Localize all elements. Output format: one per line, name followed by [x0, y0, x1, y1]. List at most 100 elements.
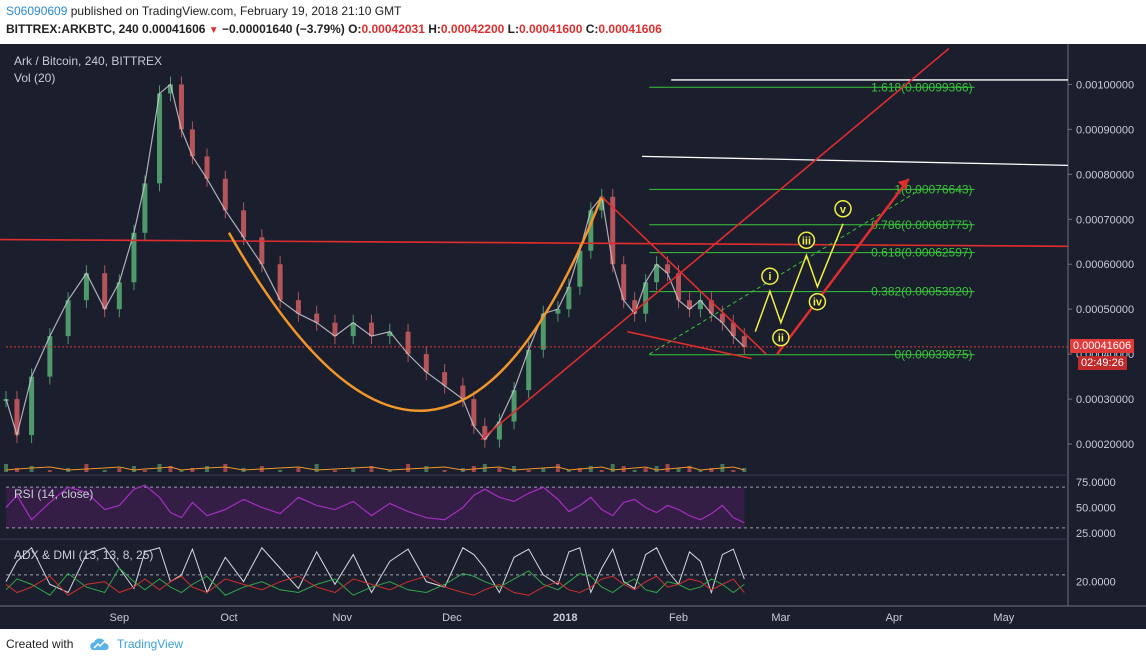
time-tick-label: Feb: [669, 612, 688, 624]
volume-bar: [588, 466, 593, 472]
volume-bar: [84, 464, 89, 472]
candle-body: [83, 273, 89, 301]
volume-bar: [142, 470, 147, 472]
high-value: 0.00042200: [440, 22, 505, 36]
countdown-badge: 02:49:26: [1078, 356, 1127, 370]
rsi-tick-label: 25.0000: [1076, 528, 1116, 540]
volume-bar: [47, 470, 52, 472]
target-arrow-shaft: [776, 178, 910, 355]
wave-label-i: i: [768, 271, 771, 283]
candle-body: [511, 390, 517, 422]
candle-body: [577, 250, 583, 287]
adx-tick-label: 20.0000: [1076, 577, 1116, 589]
candle-body: [65, 300, 71, 337]
volume-bar: [131, 466, 136, 472]
created-with-text: Created with: [6, 637, 74, 651]
ohlc-line: BITTREX:ARKBTC, 240 0.00041606 ▼ −0.0000…: [6, 22, 662, 36]
chart-canvas[interactable]: 0.00100000 0.00090000 0.00080000 0.00070000…: [0, 44, 1146, 629]
volume-bar: [541, 468, 546, 472]
price-change: −0.00001640 (−3.79%): [222, 22, 345, 36]
candle-body: [676, 273, 682, 301]
fib-level-label: 1(0.00076643): [894, 182, 972, 196]
wedge-upper-line: [601, 196, 767, 355]
time-tick-label: May: [993, 612, 1014, 624]
chart-svg[interactable]: 0.00100000 0.00090000 0.00080000 0.00070000…: [0, 44, 1146, 629]
down-triangle-icon: ▼: [208, 25, 219, 36]
horizontal-resistance-line: [0, 238, 1069, 248]
candle-body: [29, 376, 35, 436]
volume-bar: [406, 464, 411, 472]
di-minus-line: [5, 575, 745, 596]
candle-body: [599, 196, 605, 211]
volume-bar: [29, 466, 34, 472]
candle-body: [643, 282, 649, 314]
volume-bar: [566, 470, 571, 472]
candle-body: [708, 300, 714, 314]
volume-bar: [577, 468, 582, 472]
author-link[interactable]: S06090609: [6, 4, 68, 18]
candle-body: [350, 322, 356, 337]
close-value: 0.00041606: [598, 22, 662, 36]
price-line: [5, 83, 745, 441]
time-tick-label: Apr: [886, 612, 903, 624]
fib-level-label: 1.618(0.00099366): [871, 80, 972, 94]
volume-bar: [512, 466, 517, 472]
volume-bar: [709, 468, 714, 472]
volume-bar: [369, 466, 374, 472]
tradingview-link[interactable]: TradingView: [117, 637, 184, 651]
candle-body: [167, 84, 173, 94]
rsi-tick-label: 75.0000: [1076, 477, 1116, 489]
candle-body: [719, 313, 725, 323]
wave-label-iv: iv: [813, 297, 823, 309]
rsi-line: [5, 484, 745, 524]
volume-bar: [676, 468, 681, 472]
candle-body: [566, 286, 572, 310]
volume-bar: [632, 470, 637, 472]
candle-body: [632, 300, 638, 314]
wave-label-ii: ii: [778, 333, 784, 345]
volume-ma-line: [5, 466, 745, 471]
volume-bar: [599, 470, 604, 472]
candle-body: [540, 313, 546, 350]
time-tick-label: Oct: [220, 612, 237, 624]
volume-bar: [102, 470, 107, 472]
rsi-tick-label: 50.0000: [1076, 503, 1116, 515]
fib-level-label: 0.382(0.00053920): [871, 285, 972, 299]
wave-label-circle: [797, 231, 816, 250]
candle-body: [116, 282, 122, 310]
volume-bar: [4, 464, 8, 472]
candle-body: [314, 313, 320, 323]
candle-body: [588, 210, 594, 251]
candle-body: [295, 300, 301, 314]
volume-bar: [424, 466, 429, 472]
candle-body: [555, 309, 561, 314]
candle-body: [222, 178, 228, 211]
price-tick-label: 0.00060000: [1076, 259, 1134, 271]
volume-bar: [497, 468, 502, 472]
wave-label-circle: [761, 267, 779, 285]
candle-body: [178, 84, 184, 130]
wave-label-iii: iii: [802, 235, 811, 247]
candle-body: [621, 264, 627, 301]
volume-bar: [278, 470, 283, 472]
rsi-title: RSI (14, close): [14, 487, 94, 501]
candle-body: [460, 385, 466, 400]
candle-body: [471, 399, 477, 427]
price-tick-label: 0.00090000: [1076, 124, 1134, 136]
candle-body: [14, 399, 20, 436]
candle-body: [730, 322, 736, 337]
time-tick-label: Dec: [442, 612, 462, 624]
wedge-lower-line: [627, 330, 752, 360]
candle-body: [332, 322, 338, 337]
volume-bar: [351, 468, 356, 472]
published-text: published on TradingView.com, February 1…: [70, 4, 402, 18]
time-tick-label: Nov: [332, 612, 352, 624]
candle-body: [665, 264, 671, 274]
symbol-label: BITTREX:ARKBTC, 240: [6, 22, 139, 36]
candle-body: [697, 300, 703, 310]
projection-dashed-line: [649, 187, 924, 355]
volume-bar: [14, 468, 19, 472]
fib-level-label: 0(0.00039875): [894, 348, 972, 362]
volume-bar: [555, 464, 560, 472]
volume-bar: [654, 466, 659, 472]
